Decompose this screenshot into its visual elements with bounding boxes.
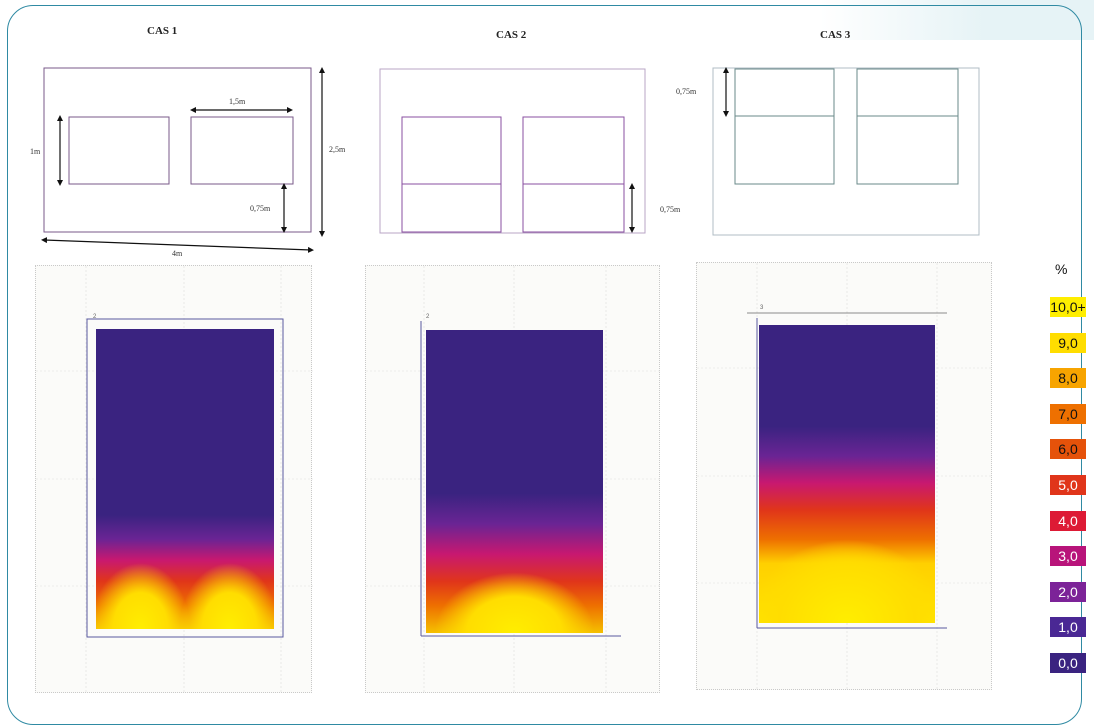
cas1-heatmap	[96, 329, 274, 629]
legend-item: 2,0	[1050, 581, 1086, 602]
cas1-window-height-label: 1m	[30, 147, 41, 156]
legend-title: %	[1055, 261, 1068, 277]
legend-item: 3,0	[1050, 546, 1086, 567]
cas1-elevation: 1,5m 1m 2,5m 0,75m 4m	[30, 67, 346, 258]
legend-item: 7,0	[1050, 403, 1086, 424]
cas1-window-right	[190, 116, 294, 185]
cas2-sill-label: 0,75m	[660, 205, 681, 214]
cas2-elevation: 0,75m	[379, 68, 681, 234]
cas1-sim-panel: 2	[35, 265, 313, 694]
legend-item: 10,0+	[1050, 297, 1086, 317]
svg-text:3: 3	[760, 305, 764, 311]
cas1-wall-width-label: 4m	[172, 249, 183, 258]
legend-item: 1,0	[1050, 617, 1086, 638]
case-2-title: CAS 2	[496, 29, 527, 41]
cas3-heatmap	[759, 325, 935, 623]
corner-tint	[820, 0, 1094, 40]
legend-item: 4,0	[1050, 510, 1086, 531]
cas2-sim-panel: 2	[365, 265, 661, 694]
legend-item: 0,0	[1050, 653, 1086, 673]
cas3-window-right	[856, 68, 959, 185]
svg-text:2: 2	[93, 314, 97, 320]
legend-item: 5,0	[1050, 475, 1086, 495]
legend-item: 6,0	[1050, 439, 1086, 460]
svg-text:2: 2	[426, 314, 430, 320]
cas1-wall-width-dim	[41, 237, 314, 253]
cas3-window-left	[734, 68, 835, 185]
case-1-title: CAS 1	[147, 25, 178, 37]
case-3-title: CAS 3	[820, 29, 851, 41]
cas1-sill-label: 0,75m	[250, 204, 271, 213]
legend-item: 8,0	[1050, 368, 1086, 389]
legend-item: 9,0	[1050, 332, 1086, 353]
cas1-window-left	[68, 116, 170, 185]
wall-elevations: 1,5m 1m 2,5m 0,75m 4m 0,75m 0,75m	[30, 67, 980, 258]
cas1-wall-height-label: 2,5m	[329, 145, 346, 154]
cas3-top-label: 0,75m	[676, 87, 697, 96]
cas3-elevation: 0,75m	[676, 67, 980, 236]
cas3-sim-panel: 3	[696, 262, 993, 691]
cas2-window-left	[401, 116, 502, 233]
cas2-heatmap	[426, 330, 603, 633]
cas1-window-width-label: 1,5m	[229, 97, 246, 106]
cas2-window-right	[522, 116, 625, 233]
